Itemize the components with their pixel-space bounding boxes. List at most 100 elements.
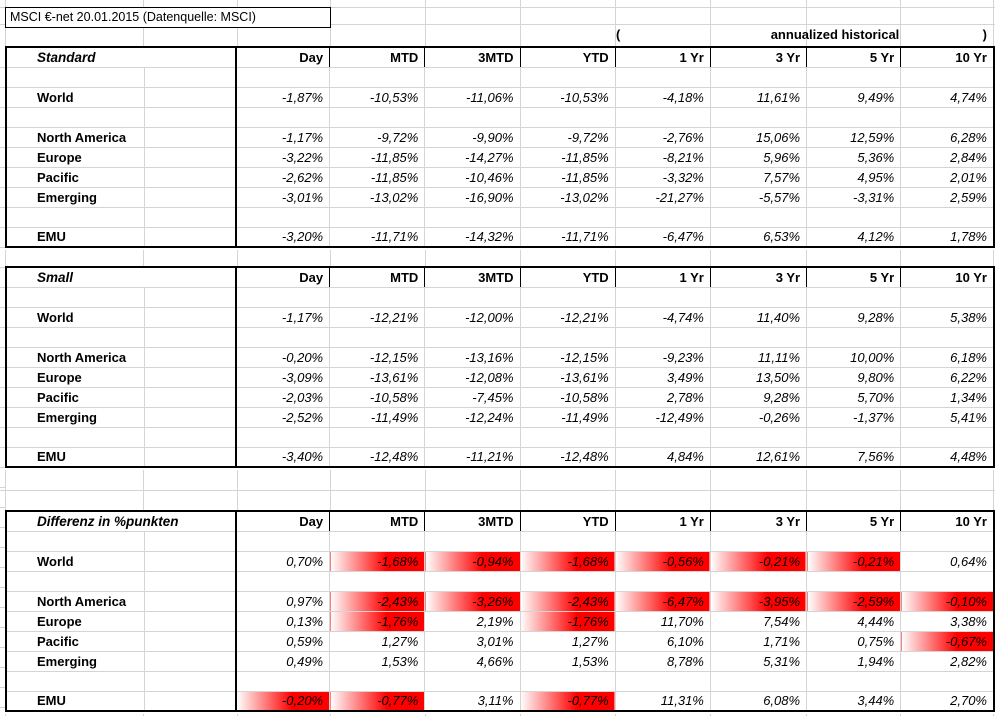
value-cell[interactable]: -0,21% (709, 550, 808, 572)
row-label-europe[interactable]: Europe (5, 610, 145, 632)
value-cell[interactable]: -10,53% (519, 86, 616, 108)
value-cell[interactable]: -11,49% (519, 406, 616, 428)
value-cell[interactable]: -7,45% (424, 386, 521, 408)
value-cell[interactable]: -11,21% (424, 446, 521, 468)
value-cell[interactable]: -2,76% (614, 126, 711, 148)
value-cell[interactable]: 0,97% (235, 590, 331, 612)
value-cell[interactable]: 3,38% (900, 610, 995, 632)
column-header-1-yr[interactable]: 1 Yr (614, 510, 711, 532)
value-cell[interactable]: -13,61% (519, 366, 616, 388)
value-cell[interactable]: 5,31% (709, 650, 808, 672)
value-cell[interactable]: -5,57% (709, 186, 808, 208)
value-cell[interactable]: 0,64% (900, 550, 995, 572)
value-cell[interactable]: 1,71% (709, 630, 808, 652)
column-header-day[interactable]: Day (235, 266, 331, 288)
column-header-5-yr[interactable]: 5 Yr (806, 266, 902, 288)
value-cell[interactable]: 4,44% (806, 610, 902, 632)
value-cell[interactable]: -11,06% (424, 86, 521, 108)
row-label-world[interactable]: World (5, 306, 145, 328)
value-cell[interactable]: 5,41% (900, 406, 995, 428)
value-cell[interactable]: 1,53% (519, 650, 616, 672)
row-label-emu[interactable]: EMU (5, 690, 145, 712)
value-cell[interactable]: -10,58% (329, 386, 426, 408)
row-label-world[interactable]: World (5, 86, 145, 108)
value-cell[interactable]: 1,94% (806, 650, 902, 672)
value-cell[interactable]: 15,06% (709, 126, 808, 148)
value-cell[interactable]: -3,95% (709, 590, 808, 612)
value-cell[interactable]: 9,80% (806, 366, 902, 388)
value-cell[interactable]: 1,53% (329, 650, 426, 672)
value-cell[interactable]: -3,26% (424, 590, 521, 612)
value-cell[interactable]: -3,09% (235, 366, 331, 388)
value-cell[interactable]: -0,67% (900, 630, 995, 652)
value-cell[interactable]: -1,76% (329, 610, 426, 632)
value-cell[interactable]: -0,77% (329, 690, 426, 712)
row-label-emu[interactable]: EMU (5, 226, 145, 248)
value-cell[interactable]: 11,11% (709, 346, 808, 368)
value-cell[interactable]: -21,27% (614, 186, 711, 208)
value-cell[interactable]: -10,53% (329, 86, 426, 108)
value-cell[interactable]: -2,43% (329, 590, 426, 612)
value-cell[interactable]: -1,68% (519, 550, 616, 572)
column-header-ytd[interactable]: YTD (519, 266, 616, 288)
value-cell[interactable]: 1,34% (900, 386, 995, 408)
value-cell[interactable]: -9,23% (614, 346, 711, 368)
value-cell[interactable]: -11,49% (329, 406, 426, 428)
column-header-3mtd[interactable]: 3MTD (424, 266, 521, 288)
value-cell[interactable]: 10,00% (806, 346, 902, 368)
value-cell[interactable]: 6,10% (614, 630, 711, 652)
value-cell[interactable]: -12,48% (519, 446, 616, 468)
value-cell[interactable]: -11,71% (519, 226, 616, 248)
value-cell[interactable]: 4,95% (806, 166, 902, 188)
value-cell[interactable]: -12,15% (329, 346, 426, 368)
value-cell[interactable]: -2,52% (235, 406, 331, 428)
column-header-3-yr[interactable]: 3 Yr (709, 510, 808, 532)
column-header-5-yr[interactable]: 5 Yr (806, 510, 902, 532)
value-cell[interactable]: 13,50% (709, 366, 808, 388)
column-header-mtd[interactable]: MTD (329, 46, 426, 68)
value-cell[interactable]: 11,70% (614, 610, 711, 632)
row-label-emu[interactable]: EMU (5, 446, 145, 468)
value-cell[interactable]: 4,84% (614, 446, 711, 468)
value-cell[interactable]: 8,78% (614, 650, 711, 672)
value-cell[interactable]: 5,96% (709, 146, 808, 168)
column-header-3-yr[interactable]: 3 Yr (709, 46, 808, 68)
value-cell[interactable]: 2,84% (900, 146, 995, 168)
value-cell[interactable]: 6,22% (900, 366, 995, 388)
row-label-emerging[interactable]: Emerging (5, 186, 145, 208)
value-cell[interactable]: -12,08% (424, 366, 521, 388)
row-label-europe[interactable]: Europe (5, 146, 145, 168)
value-cell[interactable]: 11,31% (614, 690, 711, 712)
value-cell[interactable]: 9,28% (709, 386, 808, 408)
column-header-1-yr[interactable]: 1 Yr (614, 46, 711, 68)
value-cell[interactable]: -0,20% (235, 346, 331, 368)
row-label-pacific[interactable]: Pacific (5, 630, 145, 652)
value-cell[interactable]: 11,40% (709, 306, 808, 328)
value-cell[interactable]: -11,85% (519, 166, 616, 188)
value-cell[interactable]: -1,76% (519, 610, 616, 632)
value-cell[interactable]: 1,27% (519, 630, 616, 652)
value-cell[interactable]: -1,37% (806, 406, 902, 428)
value-cell[interactable]: -12,24% (424, 406, 521, 428)
table-title-differenz-in-punkten[interactable]: Differenz in %punkten (5, 510, 237, 532)
value-cell[interactable]: 3,44% (806, 690, 902, 712)
value-cell[interactable]: 12,61% (709, 446, 808, 468)
row-label-emerging[interactable]: Emerging (5, 406, 145, 428)
column-header-1-yr[interactable]: 1 Yr (614, 266, 711, 288)
column-header-5-yr[interactable]: 5 Yr (806, 46, 902, 68)
column-header-mtd[interactable]: MTD (329, 266, 426, 288)
value-cell[interactable]: -1,87% (235, 86, 331, 108)
value-cell[interactable]: -9,90% (424, 126, 521, 148)
value-cell[interactable]: -13,02% (329, 186, 426, 208)
value-cell[interactable]: 7,56% (806, 446, 902, 468)
row-label-north-america[interactable]: North America (5, 346, 145, 368)
column-header-3mtd[interactable]: 3MTD (424, 46, 521, 68)
value-cell[interactable]: -14,27% (424, 146, 521, 168)
value-cell[interactable]: -11,85% (329, 146, 426, 168)
value-cell[interactable]: -12,48% (329, 446, 426, 468)
value-cell[interactable]: -10,46% (424, 166, 521, 188)
value-cell[interactable]: -0,77% (519, 690, 616, 712)
value-cell[interactable]: -0,10% (900, 590, 995, 612)
column-header-10-yr[interactable]: 10 Yr (900, 510, 995, 532)
value-cell[interactable]: -6,47% (614, 590, 711, 612)
